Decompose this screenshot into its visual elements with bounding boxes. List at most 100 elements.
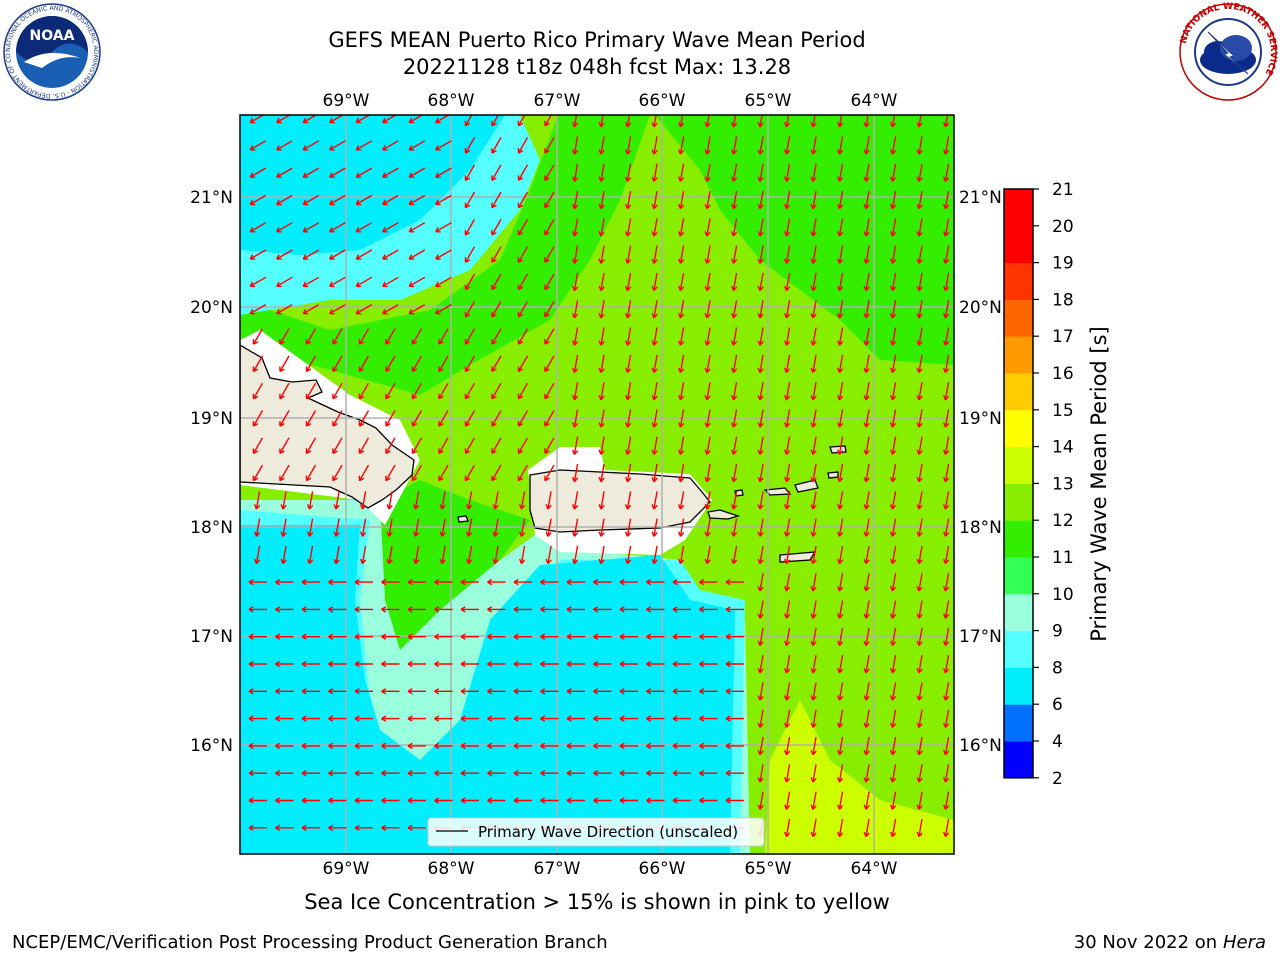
wave-direction-arrow — [491, 437, 502, 455]
wave-direction-arrow — [677, 409, 685, 428]
wave-direction-arrow — [571, 463, 579, 483]
colorbar-swatch — [1004, 741, 1033, 779]
wave-direction-arrow — [354, 797, 373, 804]
wave-direction-arrow — [438, 410, 449, 427]
wave-direction-arrow — [276, 140, 293, 151]
wave-direction-arrow — [836, 764, 844, 783]
noaa-logo: NATIONAL OCEANIC AND ATMOSPHERIC ADMINIS… — [2, 2, 101, 101]
wave-direction-arrow — [889, 573, 897, 592]
wave-direction-arrow — [571, 300, 579, 319]
wave-direction-arrow — [252, 464, 264, 482]
wave-direction-arrow — [783, 818, 791, 838]
wave-direction-arrow — [275, 578, 294, 586]
wave-direction-arrow — [328, 742, 347, 750]
wave-direction-arrow — [355, 115, 371, 124]
wave-direction-arrow — [382, 115, 398, 124]
wave-direction-arrow — [306, 545, 314, 565]
wave-direction-arrow — [598, 115, 605, 128]
wave-direction-arrow — [863, 573, 870, 592]
wave-direction-arrow — [783, 491, 791, 510]
wave-direction-arrow — [332, 437, 343, 455]
wave-direction-arrow — [355, 303, 373, 315]
wave-direction-arrow — [491, 115, 500, 127]
wave-direction-arrow — [783, 655, 791, 674]
wave-direction-arrow — [651, 245, 658, 264]
wave-direction-arrow — [942, 764, 950, 783]
legend-label: Primary Wave Direction (unscaled) — [478, 823, 738, 841]
wave-direction-arrow — [677, 327, 685, 346]
wave-direction-arrow — [460, 742, 479, 750]
wave-direction-arrow — [889, 627, 897, 647]
wave-direction-arrow — [783, 136, 791, 155]
nws-logo: NATIONAL WEATHER SERVICE — [1179, 2, 1278, 101]
wave-direction-arrow — [916, 218, 923, 237]
wave-direction-arrow — [624, 218, 632, 237]
wave-direction-arrow — [916, 491, 923, 510]
wave-direction-arrow — [677, 354, 685, 374]
wave-direction-arrow — [411, 437, 423, 455]
wave-direction-arrow — [730, 218, 738, 237]
wave-direction-arrow — [699, 606, 718, 613]
wave-direction-arrow — [598, 491, 605, 510]
wave-direction-arrow — [672, 797, 691, 804]
wave-direction-arrow — [916, 327, 923, 346]
wave-direction-arrow — [252, 328, 264, 345]
wave-direction-arrow — [598, 272, 605, 292]
wave-direction-arrow — [598, 136, 605, 155]
wave-direction-arrow — [408, 249, 426, 260]
wave-direction-arrow — [916, 518, 923, 537]
wave-direction-arrow — [381, 715, 400, 722]
wave-direction-arrow — [544, 246, 555, 263]
wave-direction-arrow — [358, 410, 370, 427]
wave-direction-arrow — [783, 382, 791, 401]
wave-direction-arrow — [434, 606, 453, 613]
wave-direction-arrow — [408, 194, 426, 206]
wave-direction-arrow — [328, 715, 347, 722]
wave-direction-arrow — [916, 300, 923, 319]
wave-direction-arrow — [571, 382, 579, 401]
wave-direction-arrow — [544, 273, 555, 291]
wave-direction-arrow — [646, 770, 665, 777]
wave-direction-arrow — [358, 382, 370, 400]
colorbar-tick-label: 13 — [1052, 474, 1074, 494]
wave-direction-arrow — [889, 791, 897, 810]
wave-direction-arrow — [651, 463, 658, 483]
wave-direction-arrow — [836, 327, 844, 346]
wave-direction-arrow — [354, 660, 373, 668]
wave-direction-arrow — [279, 328, 290, 345]
wave-direction-arrow — [651, 115, 658, 128]
wave-direction-arrow — [863, 736, 870, 756]
wave-direction-arrow — [408, 115, 424, 124]
wave-direction-arrow — [598, 463, 605, 483]
wave-direction-arrow — [730, 436, 738, 455]
wave-direction-arrow — [302, 276, 320, 288]
wave-direction-arrow — [672, 770, 691, 777]
wave-direction-arrow — [624, 491, 632, 510]
wave-direction-arrow — [783, 163, 791, 182]
wave-direction-arrow — [757, 245, 764, 264]
wave-direction-arrow — [889, 736, 897, 756]
wave-direction-arrow — [386, 518, 393, 537]
wave-direction-arrow — [836, 300, 844, 319]
wave-direction-arrow — [544, 300, 555, 318]
wave-direction-arrow — [757, 600, 764, 619]
wave-direction-arrow — [916, 736, 923, 756]
wave-direction-arrow — [329, 249, 346, 260]
wave-direction-arrow — [306, 491, 314, 510]
wave-direction-arrow — [492, 518, 499, 537]
wave-direction-arrow — [942, 218, 950, 237]
wave-direction-arrow — [889, 436, 897, 455]
wave-direction-arrow — [355, 167, 373, 178]
wave-direction-arrow — [757, 436, 764, 455]
wave-direction-arrow — [704, 163, 711, 182]
wave-direction-arrow — [704, 115, 711, 128]
wave-direction-arrow — [836, 272, 844, 292]
wave-direction-arrow — [540, 770, 559, 777]
wave-direction-arrow — [517, 410, 529, 427]
wave-direction-arrow — [783, 327, 791, 346]
wave-direction-arrow — [677, 136, 685, 155]
wave-direction-arrow — [651, 545, 658, 565]
wave-direction-arrow — [381, 797, 400, 804]
wave-direction-arrow — [439, 518, 446, 537]
wave-direction-arrow — [704, 245, 711, 264]
